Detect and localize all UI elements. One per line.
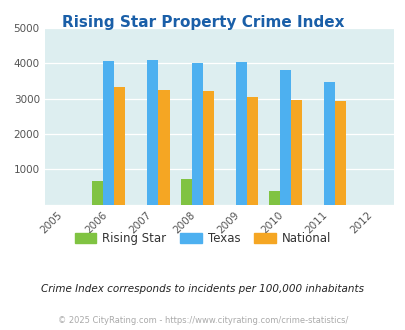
Text: © 2025 CityRating.com - https://www.cityrating.com/crime-statistics/: © 2025 CityRating.com - https://www.city…: [58, 316, 347, 325]
Bar: [246, 97, 257, 205]
Bar: [235, 62, 246, 205]
Legend: Rising Star, Texas, National: Rising Star, Texas, National: [70, 227, 335, 250]
Bar: [147, 60, 158, 205]
Bar: [180, 179, 191, 205]
Bar: [202, 91, 213, 205]
Bar: [279, 70, 290, 205]
Bar: [158, 90, 169, 205]
Text: Crime Index corresponds to incidents per 100,000 inhabitants: Crime Index corresponds to incidents per…: [41, 284, 364, 294]
Bar: [290, 100, 301, 205]
Bar: [191, 63, 202, 205]
Bar: [324, 82, 335, 205]
Bar: [92, 181, 103, 205]
Bar: [335, 101, 345, 205]
Bar: [103, 60, 114, 205]
Bar: [114, 87, 125, 205]
Bar: [268, 191, 279, 205]
Text: Rising Star Property Crime Index: Rising Star Property Crime Index: [62, 15, 343, 30]
